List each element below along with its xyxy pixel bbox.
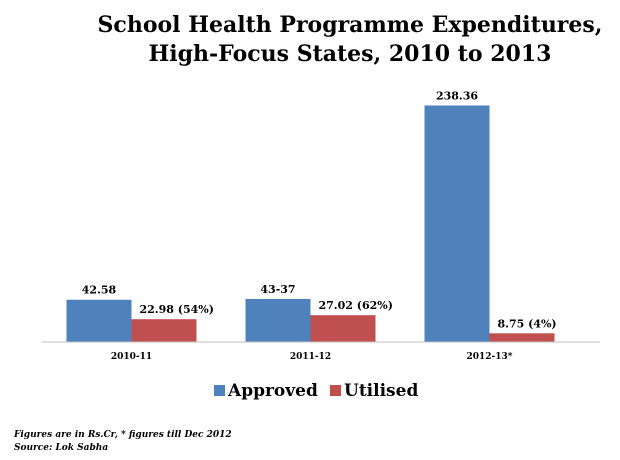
data-label-utilised-2011-12: 27.02 (62%)	[319, 299, 393, 312]
legend-swatch-approved	[214, 385, 225, 396]
bar-approved-2011-12	[245, 298, 311, 342]
data-label-approved-2012-13*: 238.36	[436, 89, 478, 102]
x-tick-label-2012-13*: 2012-13*	[466, 352, 512, 362]
data-label-utilised-2012-13*: 8.75 (4%)	[498, 317, 557, 330]
data-label-approved-2011-12: 43-37	[260, 283, 295, 296]
legend-label-utilised: Utilised	[344, 381, 418, 401]
footnote-source: Source: Lok Sabha	[14, 443, 109, 453]
data-label-utilised-2010-11: 22.98 (54%)	[140, 303, 214, 316]
bar-approved-2010-11	[66, 299, 132, 342]
bar-utilised-2011-12	[310, 315, 376, 342]
legend-swatch-utilised	[330, 385, 341, 396]
legend: Approved Utilised	[214, 381, 418, 401]
bar-utilised-2010-11	[131, 319, 197, 342]
legend-label-approved: Approved	[227, 381, 318, 401]
chart-title-line1: School Health Programme Expenditures,	[98, 12, 603, 38]
footnote-units: Figures are in Rs.Cr, * figures till Dec…	[14, 430, 232, 440]
data-label-approved-2010-11: 42.58	[82, 284, 117, 297]
x-tick-label-2010-11: 2010-11	[111, 352, 152, 362]
bar-utilised-2012-13*	[489, 333, 555, 342]
x-tick-label-2011-12: 2011-12	[290, 352, 331, 362]
bar-approved-2012-13*	[424, 105, 490, 342]
chart-title-line2: High-Focus States, 2010 to 2013	[149, 41, 552, 67]
plot-area: 42.58 22.98 (54%) 2010-11 43-37 27.02 (62%) 2…	[66, 89, 557, 362]
